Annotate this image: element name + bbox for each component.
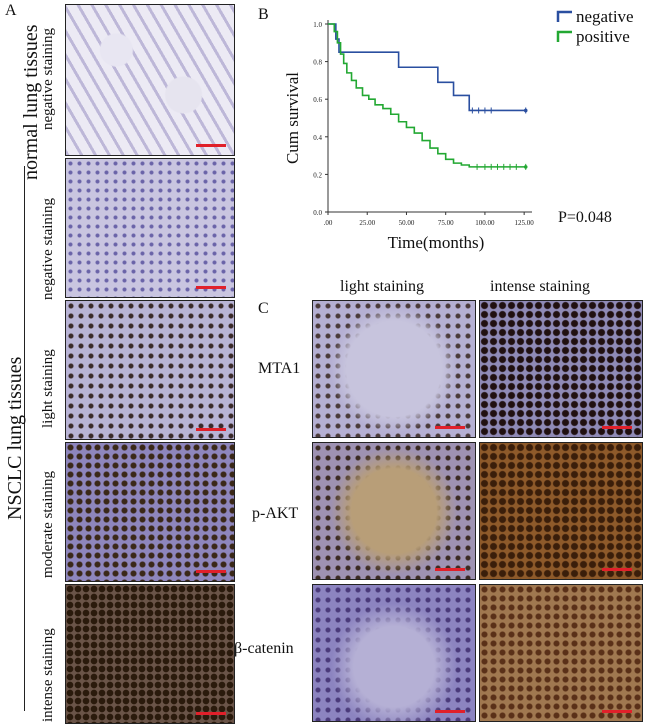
- ihc-image-normal-negative: [65, 4, 235, 156]
- y-tick-label: 0.6: [313, 96, 322, 104]
- ihc-image-bcatenin-light: [312, 584, 476, 722]
- row-label-a2: negative staining: [40, 197, 56, 300]
- row-label-mta1: MTA1: [258, 360, 301, 377]
- ihc-image-nsclc-negative: [65, 158, 235, 298]
- legend-swatch-positive: [556, 30, 572, 42]
- panel-label-c: C: [258, 300, 269, 317]
- ihc-image-nsclc-intense: [65, 584, 235, 724]
- x-tick-label: 50.00: [399, 219, 415, 227]
- legend-swatch-negative: [556, 10, 572, 22]
- ihc-image-pakt-light: [312, 442, 476, 580]
- p-value-annotation: P=0.048: [558, 209, 612, 226]
- scale-bar: [602, 568, 632, 571]
- row-label-pakt: p-AKT: [252, 505, 299, 522]
- legend-label-negative: negative: [576, 7, 634, 26]
- ihc-image-bcatenin-intense: [479, 584, 643, 722]
- group-label-nsclc: NSCLC lung tissues: [4, 356, 26, 520]
- ihc-image-pakt-intense: [479, 442, 643, 580]
- axes: 0.0 0.2 0.4 0.6 0.8 1.0 .00 25.00 50.00 75.00 100.…: [313, 20, 534, 227]
- survival-chart: Cum survival Time(months) P=0.048 0.0 0.2…: [283, 7, 634, 252]
- ihc-image-mta1-light: [312, 300, 476, 438]
- x-tick-label: 100.00: [475, 219, 495, 227]
- row-label-a1: negative staining: [40, 27, 56, 130]
- scale-bar: [602, 710, 632, 713]
- legend-label-positive: positive: [576, 27, 630, 46]
- scale-bar: [602, 426, 632, 429]
- ihc-image-nsclc-light: [65, 300, 235, 440]
- y-tick-label: 0.8: [313, 59, 322, 67]
- column-header-light: light staining: [340, 278, 424, 295]
- scale-bar: [196, 428, 226, 431]
- series-line-positive: [328, 23, 526, 168]
- row-label-a3: light staining: [40, 349, 56, 428]
- scale-bar: [435, 426, 465, 429]
- row-label-a4: moderate staining: [40, 470, 56, 578]
- scale-bar: [196, 286, 226, 289]
- y-tick-label: 0.4: [313, 134, 322, 142]
- scale-bar: [435, 710, 465, 713]
- y-tick-label: 0.2: [313, 171, 322, 179]
- column-header-intense: intense staining: [490, 278, 590, 295]
- scale-bar: [196, 712, 226, 715]
- end-point: [523, 108, 528, 113]
- end-point: [523, 165, 528, 169]
- x-tick-label: 25.00: [359, 219, 375, 227]
- panel-label-b: B: [258, 6, 269, 23]
- ihc-image-mta1-intense: [479, 300, 643, 438]
- x-tick-label: .00: [324, 219, 333, 227]
- x-tick-label: 125.00: [515, 219, 535, 227]
- row-label-bcatenin: β-catenin: [234, 640, 294, 657]
- bracket-nsclc: [24, 166, 25, 711]
- scale-bar: [196, 570, 226, 573]
- scale-bar: [435, 568, 465, 571]
- y-tick-label: 1.0: [313, 21, 322, 29]
- series-line-negative: [328, 23, 526, 112]
- ihc-image-nsclc-moderate: [65, 442, 235, 582]
- x-axis-label: Time(months): [388, 233, 485, 252]
- y-tick-label: 0.0: [313, 209, 322, 217]
- panel-label-a: A: [5, 2, 17, 19]
- series-lines: [328, 23, 528, 170]
- scale-bar: [196, 144, 226, 147]
- x-tick-label: 75.00: [438, 219, 454, 227]
- row-label-a5: intense staining: [40, 628, 56, 722]
- y-axis-label: Cum survival: [283, 72, 302, 164]
